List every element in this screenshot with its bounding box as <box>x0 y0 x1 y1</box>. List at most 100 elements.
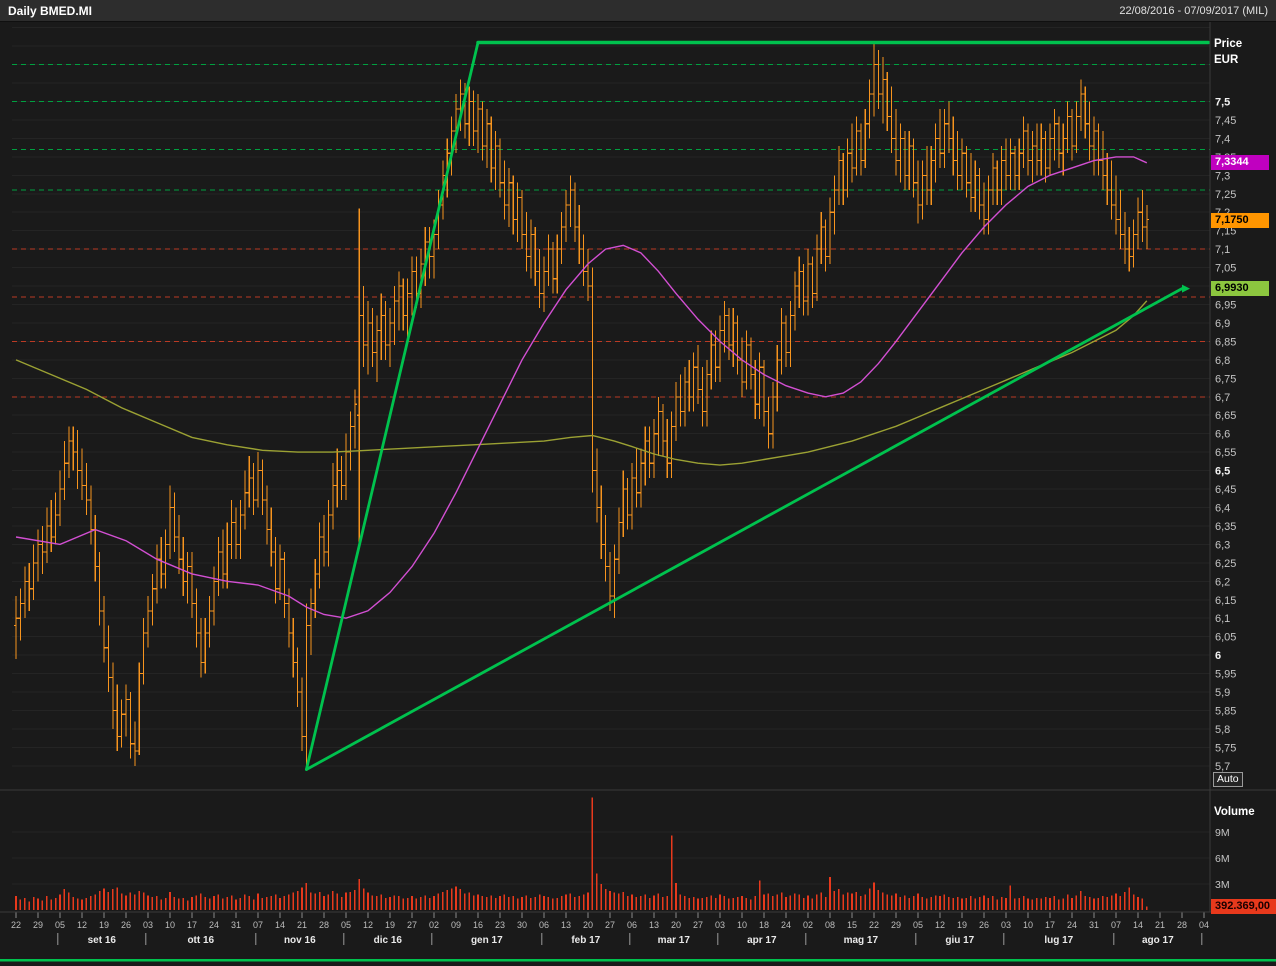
svg-text:14: 14 <box>275 920 285 930</box>
svg-text:7,45: 7,45 <box>1215 115 1236 127</box>
ma-price-badge: 7,3344 <box>1211 155 1269 170</box>
svg-text:02: 02 <box>803 920 813 930</box>
ohlc-bars <box>13 42 1149 770</box>
price-axis-title: Price <box>1214 38 1243 50</box>
svg-text:28: 28 <box>319 920 329 930</box>
chart-canvas[interactable]: 7,57,457,47,357,37,257,27,157,17,0576,95… <box>0 22 1276 966</box>
svg-text:6,75: 6,75 <box>1215 373 1236 385</box>
trendline-price-badge: 6,9930 <box>1211 281 1269 296</box>
svg-text:29: 29 <box>33 920 43 930</box>
svg-text:22: 22 <box>11 920 21 930</box>
svg-text:5,95: 5,95 <box>1215 669 1236 681</box>
svg-text:5,75: 5,75 <box>1215 742 1236 754</box>
support-resistance-levels <box>12 64 1210 398</box>
svg-text:14: 14 <box>1133 920 1143 930</box>
svg-text:5,9: 5,9 <box>1215 687 1230 699</box>
svg-text:07: 07 <box>1111 920 1121 930</box>
svg-text:gen 17: gen 17 <box>471 935 503 946</box>
chart-title: Daily BMED.MI <box>8 3 93 18</box>
svg-text:6M: 6M <box>1215 853 1230 865</box>
svg-text:05: 05 <box>341 920 351 930</box>
svg-text:27: 27 <box>407 920 417 930</box>
svg-text:5,7: 5,7 <box>1215 761 1230 773</box>
svg-text:5,8: 5,8 <box>1215 724 1230 736</box>
svg-text:26: 26 <box>979 920 989 930</box>
svg-text:17: 17 <box>187 920 197 930</box>
svg-text:apr 17: apr 17 <box>747 935 777 946</box>
svg-text:22: 22 <box>869 920 879 930</box>
svg-text:7,05: 7,05 <box>1215 263 1236 275</box>
svg-text:6,85: 6,85 <box>1215 336 1236 348</box>
svg-text:7,4: 7,4 <box>1215 133 1230 145</box>
svg-text:17: 17 <box>1045 920 1055 930</box>
svg-text:7,1: 7,1 <box>1215 244 1230 256</box>
svg-text:6,15: 6,15 <box>1215 595 1236 607</box>
svg-text:feb 17: feb 17 <box>571 935 600 946</box>
time-axis[interactable]: 22 29 05 12 19 26 03 10 17 24 31 07 14 21 28 05 12 19 27 02… <box>11 912 1209 946</box>
svg-text:7,3: 7,3 <box>1215 170 1230 182</box>
svg-text:6,25: 6,25 <box>1215 558 1236 570</box>
svg-text:12: 12 <box>935 920 945 930</box>
pane-borders <box>0 22 1276 962</box>
svg-text:6,65: 6,65 <box>1215 410 1236 422</box>
svg-text:dic 16: dic 16 <box>374 935 403 946</box>
svg-text:6,45: 6,45 <box>1215 484 1236 496</box>
svg-text:6,3: 6,3 <box>1215 539 1230 551</box>
svg-text:13: 13 <box>561 920 571 930</box>
gridlines <box>12 27 1210 885</box>
svg-text:6,2: 6,2 <box>1215 576 1230 588</box>
svg-text:3M: 3M <box>1215 879 1230 891</box>
svg-text:ago 17: ago 17 <box>1142 935 1174 946</box>
svg-text:13: 13 <box>649 920 659 930</box>
svg-text:21: 21 <box>1155 920 1165 930</box>
svg-text:6,55: 6,55 <box>1215 447 1236 459</box>
svg-text:26: 26 <box>121 920 131 930</box>
svg-text:03: 03 <box>1001 920 1011 930</box>
svg-text:nov 16: nov 16 <box>284 935 316 946</box>
trend-lines <box>304 40 1211 771</box>
svg-text:7,15: 7,15 <box>1215 226 1236 238</box>
svg-text:9M: 9M <box>1215 827 1230 839</box>
svg-text:02: 02 <box>429 920 439 930</box>
svg-text:10: 10 <box>1023 920 1033 930</box>
svg-text:mar 17: mar 17 <box>658 935 691 946</box>
svg-text:20: 20 <box>583 920 593 930</box>
auto-scale-button[interactable]: Auto <box>1213 772 1243 787</box>
svg-text:lug 17: lug 17 <box>1044 935 1073 946</box>
svg-text:28: 28 <box>1177 920 1187 930</box>
svg-text:15: 15 <box>847 920 857 930</box>
svg-text:21: 21 <box>297 920 307 930</box>
svg-text:16: 16 <box>473 920 483 930</box>
svg-text:08: 08 <box>825 920 835 930</box>
svg-text:6,1: 6,1 <box>1215 613 1230 625</box>
svg-text:24: 24 <box>1067 920 1077 930</box>
svg-text:27: 27 <box>605 920 615 930</box>
svg-text:6,8: 6,8 <box>1215 355 1230 367</box>
svg-text:03: 03 <box>143 920 153 930</box>
svg-text:6,5: 6,5 <box>1215 466 1230 478</box>
svg-text:6: 6 <box>1215 650 1221 662</box>
svg-text:06: 06 <box>539 920 549 930</box>
svg-text:31: 31 <box>1089 920 1099 930</box>
svg-text:12: 12 <box>363 920 373 930</box>
svg-text:10: 10 <box>737 920 747 930</box>
svg-text:09: 09 <box>451 920 461 930</box>
svg-text:31: 31 <box>231 920 241 930</box>
svg-text:12: 12 <box>77 920 87 930</box>
volume-axis: 9M 6M 3M <box>1215 827 1230 891</box>
svg-text:07: 07 <box>253 920 263 930</box>
svg-text:24: 24 <box>209 920 219 930</box>
svg-text:30: 30 <box>517 920 527 930</box>
volume-axis-title: Volume <box>1214 806 1255 818</box>
svg-text:mag 17: mag 17 <box>844 935 879 946</box>
price-axis-currency: EUR <box>1214 54 1239 66</box>
svg-text:03: 03 <box>715 920 725 930</box>
svg-text:6,6: 6,6 <box>1215 429 1230 441</box>
svg-text:05: 05 <box>913 920 923 930</box>
date-range-label: 22/08/2016 - 07/09/2017 (MIL) <box>1119 4 1268 17</box>
svg-text:10: 10 <box>165 920 175 930</box>
svg-text:20: 20 <box>671 920 681 930</box>
svg-text:6,95: 6,95 <box>1215 300 1236 312</box>
svg-text:19: 19 <box>957 920 967 930</box>
last-price-badge: 7,1750 <box>1211 213 1269 228</box>
